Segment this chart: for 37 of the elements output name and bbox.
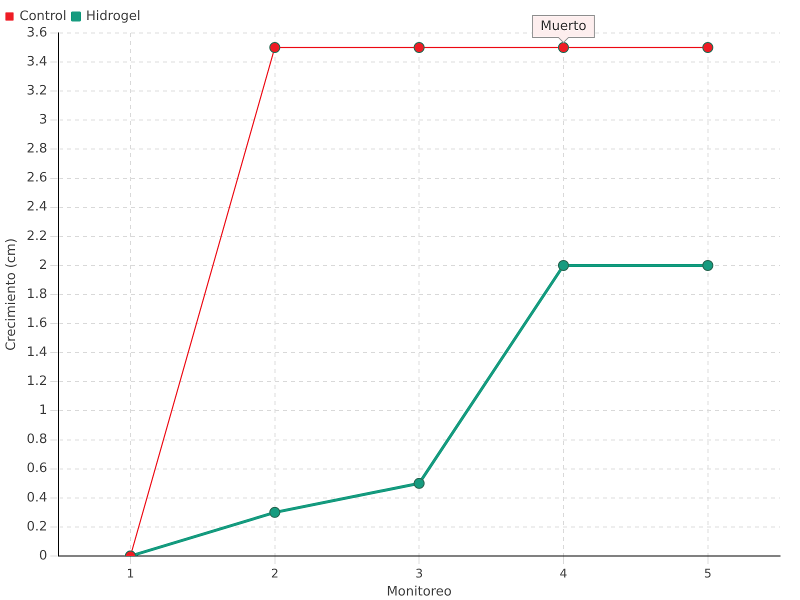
point <box>414 42 425 54</box>
x-tick-label: 2 <box>270 566 279 580</box>
point <box>702 260 714 271</box>
x-axis-title: Monitoreo <box>386 584 452 600</box>
y-tick-label: 0.8 <box>26 432 48 448</box>
x-tick-label: 5 <box>704 566 712 580</box>
y-tick-label: 0.4 <box>26 490 48 506</box>
point <box>702 42 714 54</box>
y-tick-label: 3 <box>38 112 48 128</box>
y-tick-label: 2 <box>38 258 48 273</box>
y-tick-label: 1.8 <box>26 286 48 302</box>
y-tick-label: 0.2 <box>26 519 48 534</box>
y-tick-label: 2.2 <box>26 228 48 244</box>
y-tick-label: 3.2 <box>26 83 48 98</box>
annotation: Muerto <box>540 18 586 34</box>
x-tick-label: 3 <box>415 566 423 580</box>
point <box>558 260 569 271</box>
point <box>414 478 425 489</box>
y-tick-label: 2.4 <box>26 200 48 215</box>
y-tick-label: 2.6 <box>26 170 48 186</box>
y-tick-label: 2.8 <box>26 142 48 157</box>
legend-label: Control <box>20 8 66 24</box>
y-tick-label: 1 <box>38 403 48 418</box>
point <box>269 42 280 54</box>
legend-label: Hidrogel <box>86 8 141 24</box>
y-tick-label: 0.6 <box>26 461 48 476</box>
y-tick-label: 1.4 <box>26 344 48 360</box>
y-tick-label: 0 <box>38 548 48 564</box>
x-tick-label: 1 <box>126 566 134 580</box>
y-tick-label: 3.4 <box>26 54 48 70</box>
x-tick-label: 4 <box>560 566 568 580</box>
y-axis-title: Crecimiento (cm) <box>4 238 20 351</box>
y-tick-label: 3.6 <box>26 25 48 40</box>
point <box>269 506 280 518</box>
y-tick-label: 1.6 <box>26 316 48 331</box>
point <box>558 42 569 54</box>
y-tick-label: 1.2 <box>26 374 48 390</box>
